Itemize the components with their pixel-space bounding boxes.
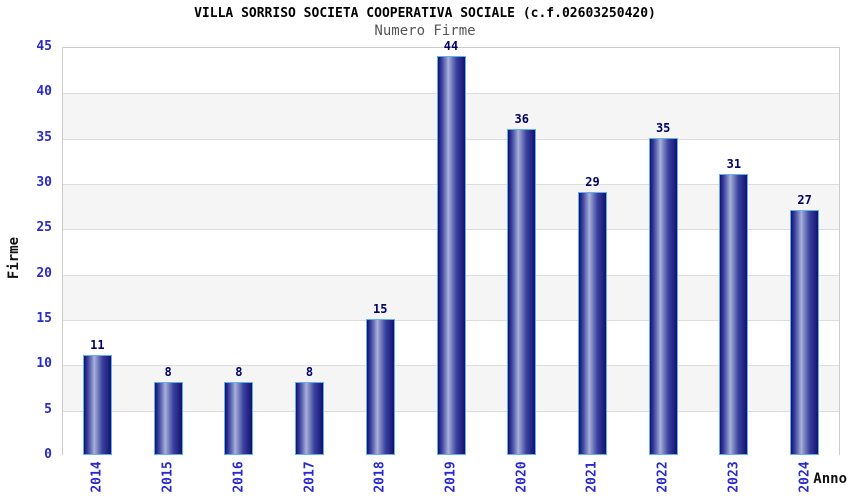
- bar-2015: [153, 382, 183, 455]
- bar-value-label: 29: [585, 175, 600, 190]
- x-tick-label: 2020: [514, 461, 530, 493]
- x-tick-label: 2023: [726, 461, 742, 493]
- x-tick-label: 2017: [302, 461, 318, 493]
- bar-value-label: 44: [443, 39, 459, 54]
- bar-value-label: 35: [655, 120, 671, 135]
- chart-subtitle: Numero Firme: [374, 23, 476, 39]
- bar-value-label: 15: [373, 302, 388, 316]
- bar-2016: [224, 382, 254, 455]
- x-tick-label: 2018: [372, 461, 388, 493]
- x-tick-label: 2024: [797, 461, 813, 493]
- bar-2020: [507, 128, 537, 455]
- x-tick-label: 2019: [443, 461, 459, 493]
- y-tick-label: 5: [44, 401, 52, 417]
- y-tick-label: 40: [36, 84, 52, 100]
- y-tick-label: 20: [36, 265, 52, 281]
- bar-value-label: 11: [90, 338, 105, 353]
- bar-2018: [365, 319, 395, 455]
- x-tick-label: 2021: [584, 461, 600, 493]
- y-tick-label: 30: [36, 175, 52, 190]
- bar-2022: [648, 137, 678, 455]
- bar-value-label: 8: [164, 365, 172, 380]
- bar-2021: [577, 192, 607, 455]
- bar-value-label: 36: [514, 111, 529, 126]
- x-tick-label: 2016: [231, 461, 247, 493]
- bar-value-label: 8: [235, 365, 243, 380]
- x-tick-label: 2022: [655, 461, 671, 493]
- x-axis-title: Anno: [813, 471, 847, 487]
- bar-2019: [436, 56, 466, 455]
- chart-title: VILLA SORRISO SOCIETA COOPERATIVA SOCIAL…: [194, 6, 656, 21]
- y-tick-label: 25: [36, 220, 52, 236]
- y-tick-label: 10: [36, 356, 52, 372]
- bar-2023: [719, 173, 749, 455]
- x-tick-label: 2014: [89, 461, 105, 493]
- bar-value-label: 31: [726, 156, 742, 171]
- y-axis-title: Firme: [6, 236, 22, 280]
- bar-2024: [790, 210, 820, 455]
- y-tick-label: 45: [36, 39, 52, 54]
- y-tick-label: 0: [44, 447, 52, 462]
- y-tick-label: 15: [36, 311, 52, 326]
- bar-2017: [295, 382, 325, 455]
- bar-2014: [82, 355, 112, 455]
- x-tick-label: 2015: [160, 461, 176, 493]
- y-tick-label: 35: [36, 129, 52, 145]
- bar-value-label: 8: [305, 365, 314, 380]
- bar-value-label: 27: [797, 193, 812, 208]
